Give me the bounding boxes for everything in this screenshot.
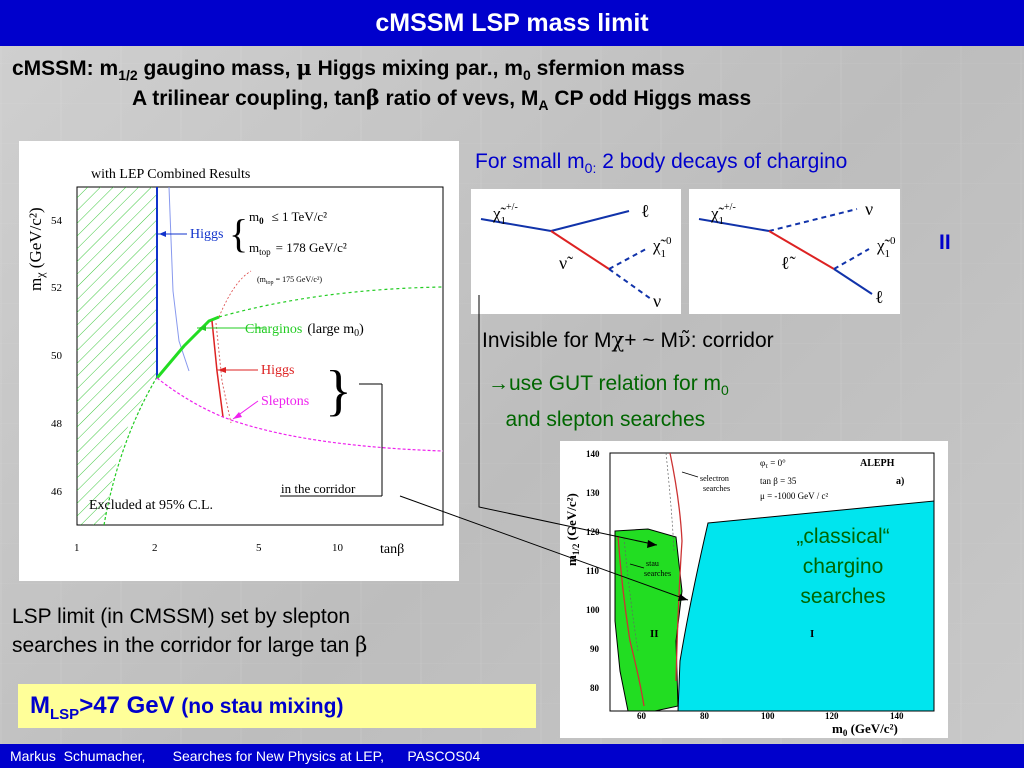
curly-brace: { [229, 211, 248, 256]
phi-label: φτ = 0° [760, 458, 786, 470]
sleptons-label: Sleptons [261, 394, 309, 409]
tanb-label: tan β = 35 [760, 476, 797, 486]
definition-line-2: A trilinear coupling, tanβ ratio of vevs… [132, 85, 752, 113]
small-m0-heading: For small m0: 2 body decays of chargino [475, 150, 848, 177]
region-II: II [650, 628, 659, 640]
mu-label: μ = -1000 GeV / c² [760, 491, 828, 501]
lepton-label: ℓ [641, 201, 650, 221]
classical-chargino-label: „classical“ chargino searches [796, 525, 890, 608]
y-tick-48: 48 [51, 418, 63, 430]
lsp-limit-text: LSP limit (in CMSSM) set by slepton searc… [12, 605, 368, 657]
x-tick-1: 1 [74, 542, 80, 554]
y-tick-52: 52 [51, 282, 62, 294]
selectron-searches: searches [703, 484, 730, 493]
y-tick-100: 100 [586, 605, 600, 615]
mlsp-result-box: MLSP>47 GeV (no stau mixing) [18, 684, 536, 728]
aleph-label: ALEPH [860, 458, 895, 469]
higgs-red-label: Higgs [261, 363, 294, 378]
feynman-diagram-slepton: χ̃1+/- ν ℓ̃ χ̃10 ℓ [689, 189, 900, 314]
region-I: I [810, 628, 814, 640]
x-axis-label: tanβ [380, 542, 404, 557]
y-tick-90: 90 [590, 644, 600, 654]
x-tick-60: 60 [637, 711, 647, 721]
a-label: a) [896, 476, 904, 487]
y-tick-54: 54 [51, 215, 63, 227]
x-axis-label: m0 (GeV/c²) [832, 721, 898, 738]
chargino-label: χ̃1+/- [710, 202, 736, 227]
x-tick-120: 120 [825, 711, 839, 721]
y-tick-46: 46 [51, 486, 63, 498]
invisible-corridor-text: Invisible for Mχ+ ~ Mν̃: corridor [482, 328, 774, 352]
x-tick-5: 5 [256, 542, 262, 554]
selectron-label: selectron [700, 474, 729, 483]
slepton-label: ℓ̃ [781, 253, 796, 273]
neutralino-label: χ̃10 [652, 235, 672, 260]
chargino-label: χ̃1+/- [492, 202, 518, 227]
m0-condition: m0 ≤ 1 TeV/c² [249, 209, 327, 226]
x-tick-140: 140 [890, 711, 904, 721]
lepton-label: ℓ [875, 287, 884, 307]
y-tick-80: 80 [590, 683, 600, 693]
y-tick-120: 120 [586, 527, 600, 537]
higgs-blue-label: Higgs [190, 227, 223, 242]
corridor-label: in the corridor [281, 481, 356, 496]
x-tick-100: 100 [761, 711, 775, 721]
y-tick-50: 50 [51, 350, 63, 362]
right-curly-brace: } [325, 360, 352, 422]
y-tick-130: 130 [586, 488, 600, 498]
y-axis-label: m1/2 (GeV/c²) [564, 493, 581, 566]
footer: Markus Schumacher, Searches for New Phys… [0, 744, 1024, 768]
use-gut-text: →use GUT relation for m0 and slepton sea… [488, 372, 729, 432]
excluded-label: Excluded at 95% C.L. [89, 498, 213, 513]
neutralino-label: χ̃10 [876, 235, 896, 260]
region-II-label: II [939, 231, 951, 254]
x-tick-2: 2 [152, 542, 158, 554]
feynman-diagram-sneutrino: χ̃1+/- ℓ ν̃ χ̃10 ν [471, 189, 681, 314]
mtop-condition: mtop = 178 GeV/c² [249, 240, 347, 257]
stau-label: stau [646, 559, 659, 568]
charginos-label: Charginos (large m0) [245, 322, 364, 339]
mtop175-note: (mtop = 175 GeV/c²) [257, 275, 322, 286]
sneutrino-label: ν̃ [559, 253, 573, 273]
neutrino-label: ν [865, 199, 873, 219]
slide-title: cMSSM LSP mass limit [0, 0, 1024, 46]
plot-header: with LEP Combined Results [91, 167, 250, 182]
y-axis-label: mχ (GeV/c²) [26, 207, 47, 291]
stau-searches: searches [644, 569, 671, 578]
x-tick-80: 80 [700, 711, 710, 721]
x-tick-10: 10 [332, 542, 344, 554]
y-tick-110: 110 [586, 566, 600, 576]
definition-line-1: cMSSM: m1/2 gaugino mass, μ Higgs mixing… [12, 55, 685, 83]
y-tick-140: 140 [586, 449, 600, 459]
neutrino-label: ν [653, 291, 661, 311]
lep-combined-plot: with LEP Combined Results mχ (GeV/c²) 54… [19, 141, 459, 581]
